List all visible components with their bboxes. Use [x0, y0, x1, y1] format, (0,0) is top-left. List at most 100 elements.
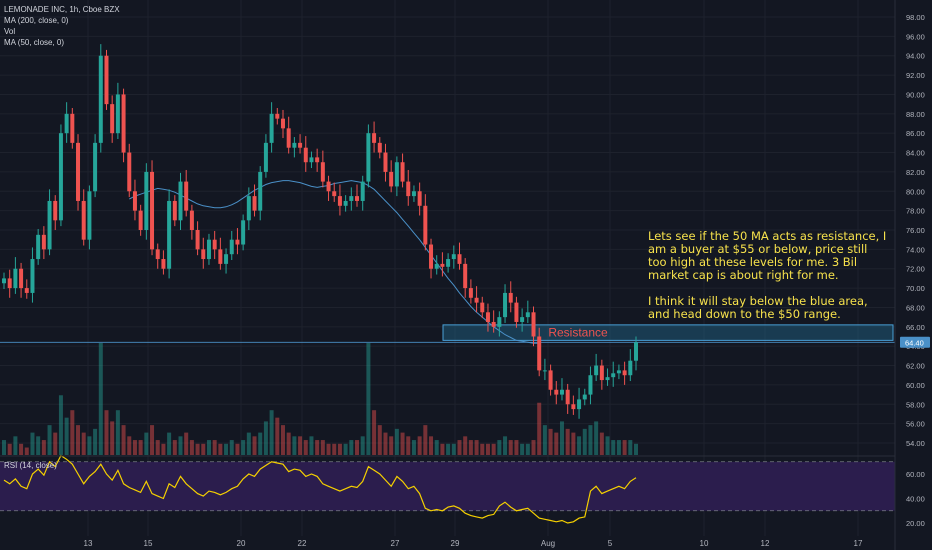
volume-bar	[70, 410, 75, 455]
rsi-title[interactable]: RSI (14, close)	[4, 461, 57, 470]
candle-body	[309, 157, 314, 163]
volume-bar	[554, 432, 559, 455]
price-tick-label: 66.00	[906, 323, 925, 332]
volume-bar	[87, 436, 92, 455]
candle-body	[115, 94, 120, 134]
candle-body	[474, 297, 479, 303]
candle-body	[7, 278, 12, 289]
volume-bar	[24, 447, 29, 455]
volume-bar	[508, 440, 513, 455]
candle-body	[212, 239, 217, 250]
volume-bar	[201, 443, 206, 455]
indicator-ma50[interactable]: MA (50, close, 0)	[4, 38, 65, 47]
candle-body	[121, 94, 126, 153]
volume-bar	[622, 440, 627, 455]
volume-bar	[326, 443, 331, 455]
price-axis[interactable]: 98.00 96.00 94.00 92.00 90.00 88.00 86.00 84.00…	[906, 13, 925, 448]
candle-body	[554, 389, 559, 395]
volume-bar	[491, 443, 496, 455]
volume-bar	[468, 440, 473, 455]
date-axis[interactable]: 13 15 20 22 27 29 Aug 5 10 12 17	[84, 539, 863, 548]
candle-body	[241, 220, 246, 245]
candle-body	[320, 162, 325, 182]
candle-body	[280, 118, 285, 129]
candle-body	[263, 142, 268, 172]
volume-bar	[53, 432, 58, 455]
candle-body	[189, 210, 194, 230]
candle-body	[383, 152, 388, 172]
volume-bar	[503, 436, 508, 455]
volume-bar	[542, 425, 547, 455]
candle-body	[53, 200, 58, 221]
candle-body	[93, 142, 98, 192]
volume-bar	[121, 425, 126, 455]
volume-bar	[178, 436, 183, 455]
volume-bar	[605, 436, 610, 455]
volume-bar	[184, 432, 189, 455]
volume-bar	[457, 440, 462, 455]
candle-body	[132, 191, 137, 211]
price-tick-label: 90.00	[906, 90, 925, 99]
volume-bar	[189, 440, 194, 455]
date-tick-label: 27	[391, 539, 400, 548]
note-paragraph: I think it will stay below the blue area…	[648, 294, 868, 321]
volume-bar	[588, 425, 593, 455]
volume-bar	[423, 425, 428, 455]
indicator-volume[interactable]: Vol	[4, 27, 16, 36]
candle-body	[98, 55, 103, 143]
volume-bar	[2, 440, 6, 455]
candle-body	[110, 104, 115, 134]
volume-bar	[628, 440, 633, 455]
candle-body	[246, 196, 251, 221]
volume-bar	[417, 436, 422, 455]
volume-bar	[127, 436, 132, 455]
candle-body	[491, 321, 496, 327]
candle-body	[622, 370, 627, 376]
candle-body	[485, 312, 490, 322]
candle-body	[195, 230, 200, 250]
volume-bar	[411, 440, 416, 455]
volume-bar	[400, 432, 405, 455]
volume-bar	[548, 428, 553, 455]
volume-bar	[258, 432, 263, 455]
volume-bar	[406, 436, 411, 455]
volume-bar	[474, 440, 479, 455]
candle-body	[611, 373, 616, 378]
ma50-line	[129, 180, 540, 344]
volume-bar	[594, 421, 599, 455]
candle-body	[616, 370, 621, 374]
candle-body	[315, 157, 320, 163]
candle-body	[480, 302, 485, 313]
candle-body	[349, 196, 354, 201]
current-price-tag	[900, 336, 930, 348]
indicator-ma200[interactable]: MA (200, close, 0)	[4, 16, 69, 25]
candle-body	[104, 55, 109, 105]
volume-bar	[172, 440, 177, 455]
date-tick-label: 12	[761, 539, 770, 548]
candle-body	[150, 171, 155, 250]
volume-bar	[150, 425, 155, 455]
volume-bar	[206, 440, 211, 455]
candle-body	[161, 259, 166, 269]
volume-bar	[514, 440, 519, 455]
candle-body	[224, 254, 229, 264]
volume-bar	[252, 436, 257, 455]
candle-body	[520, 317, 525, 322]
candle-body	[47, 200, 52, 250]
candle-body	[355, 196, 360, 201]
candle-body	[406, 181, 411, 197]
symbol-title[interactable]: LEMONADE INC, 1h, Cboe BZX	[4, 5, 120, 14]
candle-body	[167, 200, 172, 269]
candle-body	[366, 133, 371, 182]
date-tick-label: 29	[451, 539, 460, 548]
candle-body	[229, 239, 234, 255]
rsi-tick-label: 60.00	[906, 470, 925, 479]
volume-bar	[224, 443, 229, 455]
candle-body	[582, 394, 587, 400]
candle-body	[457, 254, 462, 264]
volume-bar	[298, 436, 303, 455]
volume-bar	[309, 436, 314, 455]
volume-bar	[218, 443, 223, 455]
